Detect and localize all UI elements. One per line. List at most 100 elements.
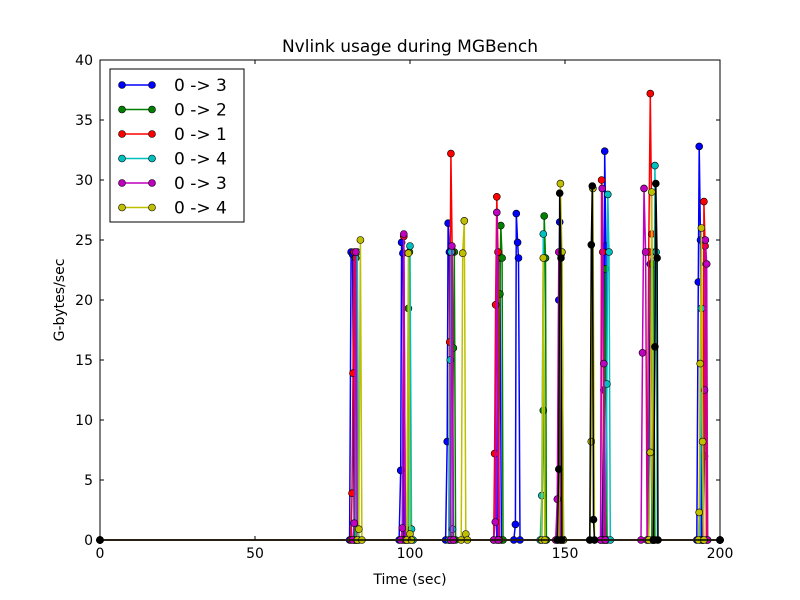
- legend-marker: [118, 203, 126, 212]
- data-point: [356, 236, 365, 244]
- data-point: [539, 406, 548, 415]
- data-point: [539, 254, 548, 262]
- legend-label: 0 -> 4: [174, 150, 227, 170]
- legend-marker: [148, 105, 156, 114]
- data-point: [491, 518, 500, 526]
- x-tick-label: 200: [707, 546, 734, 562]
- data-point: [700, 197, 708, 206]
- data-point: [496, 221, 505, 230]
- data-point: [554, 465, 563, 474]
- data-point: [540, 212, 549, 220]
- x-tick-label: 50: [246, 546, 264, 562]
- data-point: [695, 142, 704, 151]
- legend-item: 0 -> 4: [118, 199, 227, 219]
- y-tick-label: 30: [75, 173, 93, 189]
- data-point: [553, 495, 562, 504]
- x-tick-label: 0: [96, 546, 105, 562]
- axes-frame: [99, 59, 721, 541]
- legend-marker: [118, 105, 126, 114]
- legend-marker: [148, 179, 156, 187]
- data-point: [447, 149, 455, 158]
- data-point: [448, 242, 456, 250]
- data-point: [651, 161, 659, 170]
- data-point: [539, 230, 548, 238]
- legend-marker: [118, 81, 126, 89]
- data-point: [597, 176, 606, 184]
- data-point: [646, 89, 655, 98]
- data-point: [698, 437, 707, 446]
- data-point: [512, 209, 521, 218]
- legend-marker: [118, 179, 126, 187]
- data-point: [695, 508, 704, 517]
- data-point: [514, 254, 523, 262]
- data-point: [511, 520, 520, 529]
- data-point: [494, 248, 502, 256]
- data-point: [600, 147, 609, 155]
- legend-marker: [118, 130, 126, 138]
- data-point: [557, 254, 565, 262]
- x-axis-label: Time (sec): [372, 572, 446, 588]
- data-point: [460, 217, 469, 225]
- chart-title: Nvlink usage during MGBench: [282, 37, 538, 57]
- data-point: [513, 238, 522, 247]
- data-point: [351, 248, 360, 256]
- legend-item: 0 -> 2: [118, 101, 227, 121]
- y-tick-label: 10: [75, 413, 93, 429]
- y-tick-label: 0: [84, 533, 93, 549]
- data-point: [354, 525, 363, 534]
- y-tick-label: 20: [75, 293, 93, 309]
- data-point: [492, 193, 501, 201]
- y-tick-label: 40: [75, 53, 93, 69]
- data-point: [404, 249, 413, 257]
- data-point: [589, 515, 598, 524]
- data-point: [555, 189, 564, 197]
- data-point: [350, 519, 359, 528]
- data-point: [398, 524, 407, 532]
- legend-marker: [148, 203, 156, 212]
- axis-ticks: 0 50 100 150 200 0 5 10 15 20 25 30 35 40: [75, 53, 733, 562]
- data-point: [640, 184, 648, 193]
- legend-item: 0 -> 3: [118, 174, 227, 194]
- legend-item: 0 -> 3: [118, 76, 227, 96]
- data-point: [605, 248, 613, 256]
- data-point: [458, 249, 467, 257]
- legend-marker: [118, 154, 126, 163]
- data-point: [701, 236, 710, 244]
- legend: 0 -> 3 0 -> 2 0 -> 1 0 -> 4 0 -> 3 0 -> 4: [109, 68, 245, 223]
- legend-item: 0 -> 1: [118, 125, 227, 145]
- data-point: [653, 254, 661, 262]
- data-point: [651, 179, 660, 188]
- legend-marker: [148, 81, 156, 89]
- data-point: [406, 242, 414, 250]
- y-axis-label: G-bytes/sec: [52, 259, 68, 342]
- y-tick-label: 35: [75, 113, 93, 129]
- data-point: [490, 449, 499, 458]
- data-point: [588, 182, 597, 190]
- legend-label: 0 -> 1: [174, 125, 227, 145]
- y-tick-label: 5: [84, 473, 93, 489]
- y-tick-label: 15: [75, 353, 93, 369]
- data-point: [641, 248, 650, 256]
- legend-label: 0 -> 2: [174, 101, 227, 121]
- x-tick-label: 100: [397, 546, 424, 562]
- data-point: [603, 190, 612, 199]
- data-point: [638, 348, 647, 357]
- y-tick-label: 25: [75, 233, 93, 249]
- legend-box: [109, 68, 245, 223]
- data-point: [498, 254, 506, 262]
- legend-marker: [148, 130, 156, 138]
- x-tick-label: 150: [552, 546, 579, 562]
- data-point: [587, 241, 596, 249]
- legend-label: 0 -> 4: [174, 199, 227, 219]
- data-point: [696, 359, 705, 368]
- data-point: [646, 448, 655, 457]
- data-point: [599, 359, 608, 368]
- data-point: [399, 230, 408, 238]
- data-point: [556, 179, 565, 188]
- legend-label: 0 -> 3: [174, 76, 227, 96]
- data-point: [697, 224, 706, 232]
- legend-item: 0 -> 4: [118, 150, 227, 170]
- data-point: [492, 208, 501, 217]
- data-point: [651, 342, 659, 351]
